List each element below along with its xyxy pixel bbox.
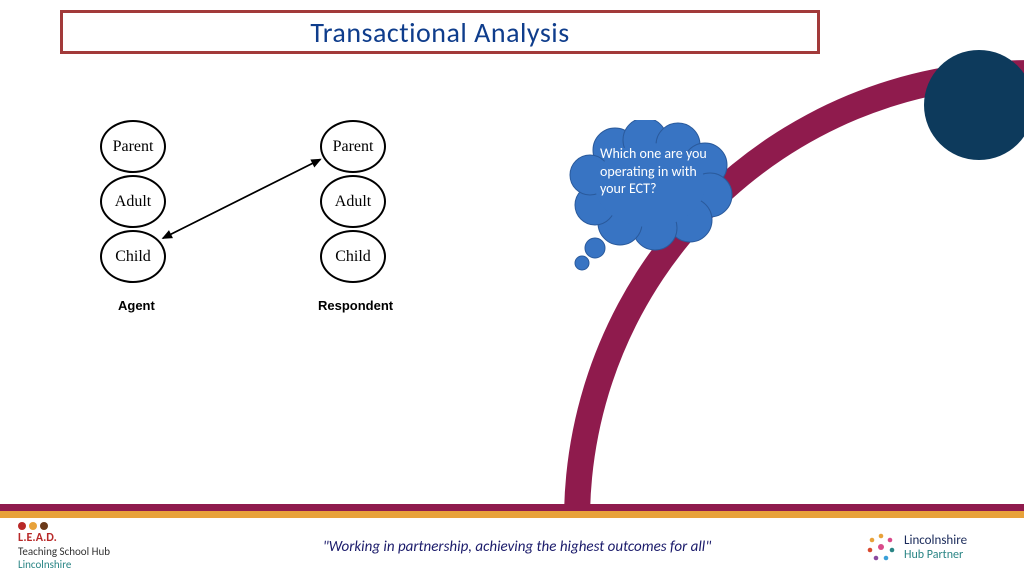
thought-bubble: Which one are you operating in with your… [560,120,740,275]
agent-label: Agent [118,298,155,313]
lead-line2: Teaching School Hub [18,546,170,559]
lincs-line2: Hub Partner [904,548,967,562]
footer-bands [0,504,1024,518]
decorative-arc [564,0,1024,560]
lead-line3: Lincolnshire [18,559,170,572]
pac-circle: Adult [320,175,386,228]
title-box: Transactional Analysis [60,10,820,54]
bubble-text: Which one are you operating in with your… [600,145,710,198]
pac-circle: Child [320,230,386,283]
footer: L.E.A.D. Teaching School Hub Lincolnshir… [0,518,1024,576]
pac-diagram: ParentAdultChildParentAdultChild Agent R… [70,120,440,350]
pac-circle: Parent [100,120,166,173]
page-title: Transactional Analysis [310,15,569,50]
respondent-label: Respondent [318,298,393,313]
tagline: "Working in partnership, achieving the h… [170,538,864,556]
lincolnshire-logo: Lincolnshire Hub Partner [864,530,1024,564]
lead-logo: L.E.A.D. Teaching School Hub Lincolnshir… [0,522,170,571]
lead-line1: L.E.A.D. [18,532,170,546]
pac-circle: Parent [320,120,386,173]
pac-circle: Child [100,230,166,283]
hub-dots-icon [864,530,898,564]
pac-circle: Adult [100,175,166,228]
lincs-line1: Lincolnshire [904,533,967,548]
